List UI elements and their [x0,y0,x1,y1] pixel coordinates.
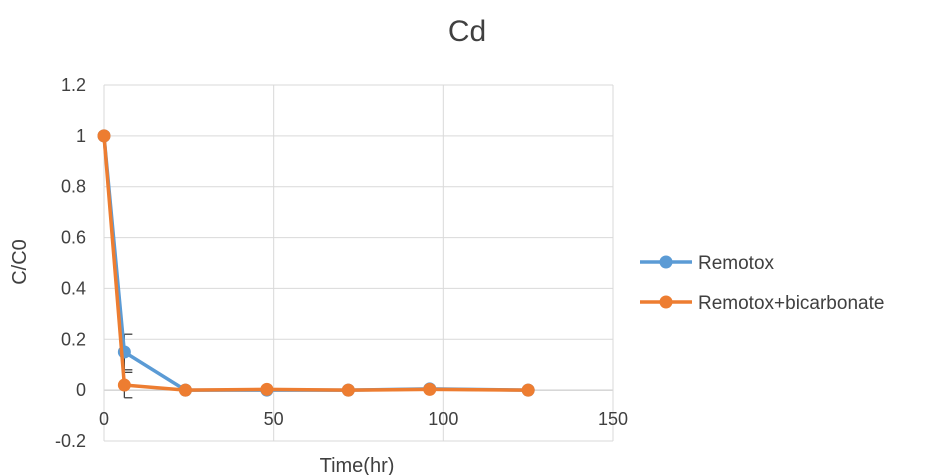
data-point [341,383,355,397]
legend: Remotox Remotox+bicarbonate [640,253,884,314]
y-tick-label: 1.2 [61,75,86,95]
series-line [102,135,529,392]
x-tick-labels: 0 50 100 150 [99,409,628,429]
y-tick-label: 0.4 [61,278,86,298]
x-tick-label: 0 [99,409,109,429]
series-2 [97,129,535,399]
data-point [117,378,131,392]
y-tick-labels: -0.2 0 0.2 0.4 0.6 0.8 1 1.2 [55,75,86,451]
x-tick-label: 50 [264,409,284,429]
legend-marker [659,255,673,269]
y-axis-title: C/C0 [9,239,31,285]
y-tick-label: 0.8 [61,177,86,197]
data-point [260,382,274,396]
series-1 [97,129,535,397]
x-tick-label: 150 [598,409,628,429]
data-point [178,383,192,397]
y-tick-label: 0 [76,380,86,400]
data-point [521,383,535,397]
data-point [423,382,437,396]
series-group [97,129,535,399]
y-tick-label: -0.2 [55,431,86,451]
y-tick-label: 1 [76,126,86,146]
data-point [97,129,111,143]
x-tick-label: 100 [428,409,458,429]
series-line [102,135,529,392]
legend-label: Remotox+bicarbonate [698,293,884,314]
legend-label: Remotox [698,253,775,274]
x-axis-title: Time(hr) [320,455,395,475]
y-tick-label: 0.6 [61,228,86,248]
chart-title: Cd [448,15,486,48]
legend-marker [659,295,673,309]
y-tick-label: 0.2 [61,329,86,349]
